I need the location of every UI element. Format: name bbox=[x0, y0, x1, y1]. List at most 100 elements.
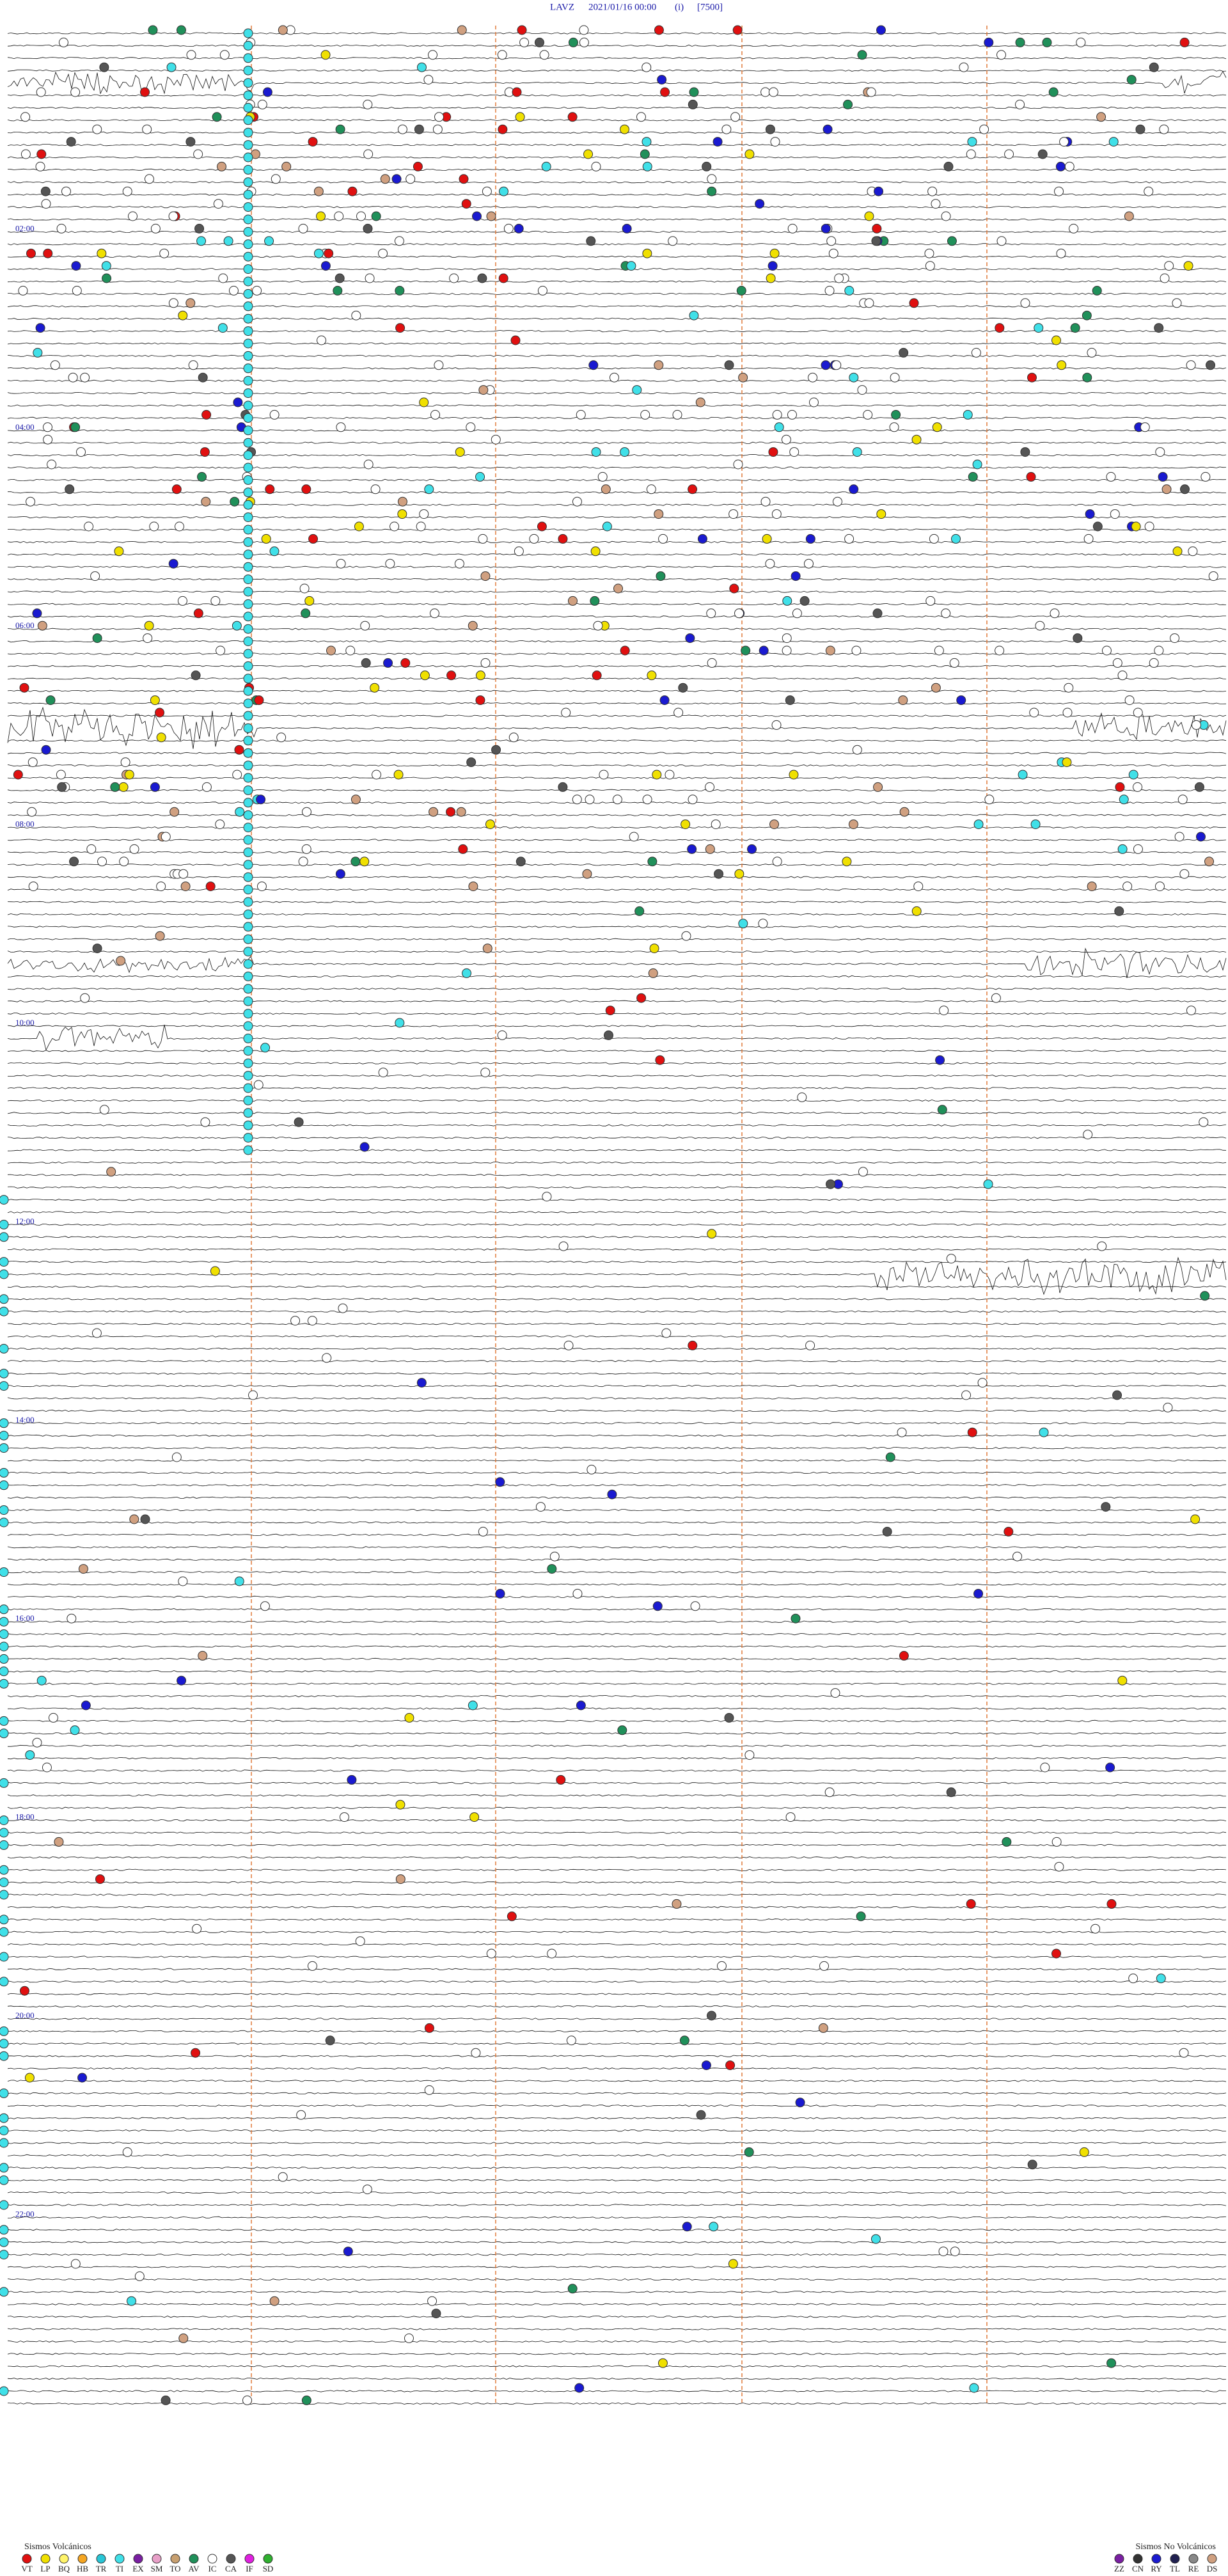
event bbox=[66, 137, 76, 147]
event bbox=[185, 137, 196, 147]
event bbox=[825, 645, 835, 656]
event bbox=[797, 1092, 807, 1102]
legend-swatch bbox=[1114, 2554, 1124, 2564]
event bbox=[909, 298, 919, 308]
trace bbox=[7, 1757, 1227, 1760]
legend-code: SD bbox=[263, 2564, 274, 2573]
event bbox=[1030, 819, 1041, 830]
event bbox=[1154, 645, 1164, 656]
event bbox=[941, 211, 951, 221]
event bbox=[70, 1725, 80, 1735]
event bbox=[973, 819, 984, 830]
trace bbox=[7, 1459, 1227, 1462]
event bbox=[177, 596, 187, 606]
hour-label: 22:00 bbox=[15, 2209, 35, 2218]
event bbox=[558, 1241, 569, 1251]
legend-swatch bbox=[114, 2554, 125, 2564]
event bbox=[832, 496, 842, 507]
event bbox=[320, 50, 331, 60]
trace bbox=[7, 2117, 1227, 2119]
event bbox=[169, 807, 180, 817]
event bbox=[486, 1948, 496, 1959]
event bbox=[171, 1452, 182, 1462]
trace bbox=[7, 1508, 1227, 1512]
event bbox=[1161, 484, 1172, 494]
event bbox=[672, 409, 682, 420]
trace bbox=[7, 652, 1227, 655]
trace bbox=[7, 391, 1227, 395]
event bbox=[673, 707, 684, 718]
legend-swatch bbox=[59, 2554, 69, 2564]
event bbox=[129, 844, 139, 854]
trace bbox=[7, 2067, 1227, 2070]
event bbox=[155, 931, 165, 941]
event bbox=[0, 1828, 9, 1838]
event bbox=[582, 869, 592, 879]
trace bbox=[7, 1347, 1227, 1350]
event bbox=[514, 546, 524, 557]
event bbox=[122, 2147, 132, 2157]
trace bbox=[7, 1806, 1227, 1809]
event bbox=[1156, 1973, 1166, 1984]
event bbox=[495, 1588, 505, 1599]
event bbox=[539, 50, 549, 60]
event bbox=[243, 624, 253, 634]
legend-swatch bbox=[133, 2554, 143, 2564]
event bbox=[307, 1316, 317, 1326]
event bbox=[728, 509, 739, 519]
event bbox=[654, 25, 664, 35]
event bbox=[419, 509, 429, 519]
event bbox=[36, 149, 47, 159]
event bbox=[243, 723, 253, 733]
event bbox=[1026, 471, 1036, 482]
event bbox=[1158, 471, 1168, 482]
event bbox=[201, 496, 211, 507]
legend-code: AV bbox=[188, 2564, 200, 2573]
trace bbox=[7, 1025, 1227, 1027]
event bbox=[432, 124, 443, 134]
event bbox=[658, 533, 668, 544]
event bbox=[243, 525, 253, 535]
trace bbox=[7, 1471, 1227, 1474]
trace bbox=[7, 789, 1227, 792]
event bbox=[370, 683, 380, 693]
event bbox=[416, 62, 427, 72]
event bbox=[572, 794, 582, 805]
event bbox=[404, 2333, 414, 2343]
event bbox=[583, 149, 594, 159]
trace bbox=[7, 1149, 1227, 1151]
event bbox=[316, 211, 326, 221]
event bbox=[33, 347, 43, 358]
station: LAVZ bbox=[550, 2, 574, 12]
event bbox=[872, 608, 883, 619]
trace bbox=[7, 1657, 1227, 1661]
event bbox=[1160, 273, 1170, 283]
event bbox=[0, 1306, 9, 1316]
event bbox=[218, 273, 228, 283]
event bbox=[549, 1551, 560, 1561]
trace bbox=[7, 1993, 1227, 1995]
event bbox=[243, 512, 253, 523]
event bbox=[232, 620, 242, 631]
event bbox=[322, 1353, 332, 1363]
event bbox=[0, 2386, 9, 2396]
event bbox=[65, 484, 75, 494]
event bbox=[92, 944, 102, 954]
event bbox=[707, 186, 717, 196]
event bbox=[795, 2098, 805, 2108]
event bbox=[86, 844, 97, 854]
event bbox=[385, 558, 395, 569]
time-markers bbox=[251, 26, 988, 2405]
event bbox=[178, 310, 188, 320]
event bbox=[0, 1604, 9, 1615]
event bbox=[477, 273, 487, 283]
event bbox=[1004, 1526, 1014, 1537]
event bbox=[648, 968, 658, 978]
trace bbox=[7, 2216, 1227, 2219]
event bbox=[219, 50, 230, 60]
event bbox=[1062, 707, 1073, 718]
event bbox=[144, 620, 154, 631]
event bbox=[0, 2138, 9, 2148]
event bbox=[1042, 37, 1052, 47]
event bbox=[747, 844, 757, 854]
